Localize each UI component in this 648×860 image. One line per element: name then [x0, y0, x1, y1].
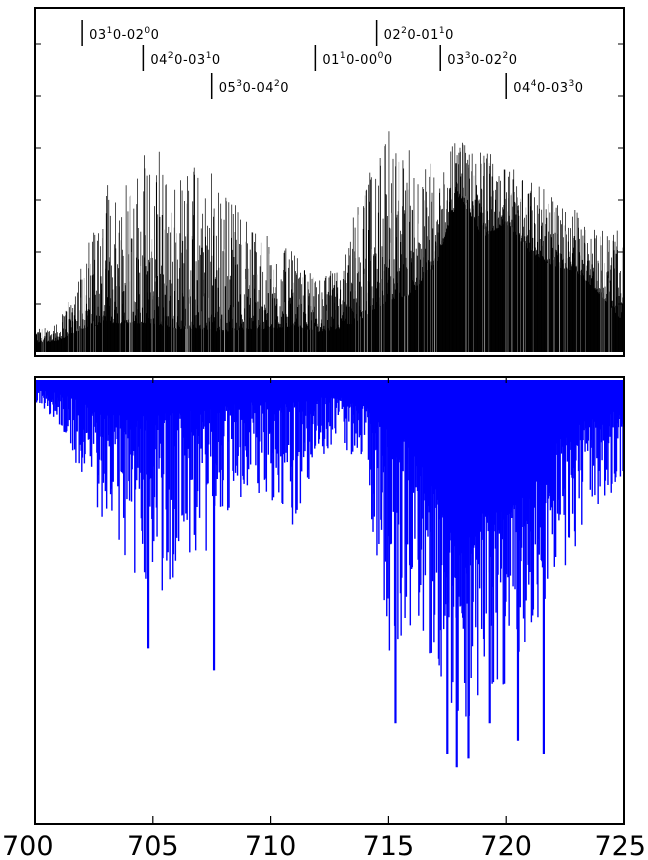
band-label-6: 0440-0330: [513, 79, 583, 96]
x-tick-label: 700: [2, 831, 54, 860]
band-label-0: 0310-0200: [89, 26, 159, 43]
x-tick-label: 720: [480, 831, 532, 860]
band-assignment-labels: 0310-0200 0420-0310 0530-0420 0110-0000 0220…: [81, 20, 583, 99]
band-label-3: 0110-0000: [322, 51, 392, 68]
observed-spectrum-lines: [34, 131, 625, 352]
simulated-spectrum-panel-frame: [34, 376, 625, 825]
simulated-spectrum-lines: [34, 380, 625, 768]
x-tick-label: 725: [594, 831, 646, 860]
observed-y-ticks: [35, 43, 624, 305]
x-tick-label: 710: [245, 831, 297, 860]
observed-spectrum-panel-frame: [34, 7, 625, 357]
x-tick-label: 715: [363, 831, 415, 860]
band-label-1: 0420-0310: [150, 51, 220, 68]
band-label-4: 0220-0110: [384, 26, 454, 43]
x-axis-ticks: 700 705 710 715 720 725: [2, 377, 646, 860]
band-label-5: 0330-0220: [447, 51, 517, 68]
x-tick-label: 705: [127, 831, 179, 860]
band-label-2: 0530-0420: [219, 79, 289, 96]
